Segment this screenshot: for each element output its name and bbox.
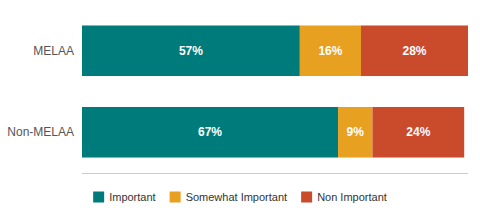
bar-segment: [82, 25, 300, 76]
bar-segment: [338, 107, 372, 158]
data-label: 9%: [347, 125, 365, 139]
legend-label: Important: [109, 191, 155, 203]
bar-segment: [361, 25, 468, 76]
data-label: 24%: [406, 125, 430, 139]
legend-swatch: [301, 192, 312, 203]
legend-item: Somewhat Important: [170, 191, 288, 203]
legend-swatch: [93, 192, 104, 203]
bar-segment: [372, 107, 464, 158]
data-label: 57%: [179, 44, 203, 58]
bar-segment: [300, 25, 361, 76]
legend: Important Somewhat Important Non Important: [93, 191, 387, 203]
chart-container: 57% 16% 28% 67% 9% 24% MELAA Non-MELAA Important…: [0, 0, 480, 213]
legend-label: Somewhat Important: [186, 191, 288, 203]
data-label: 16%: [318, 44, 342, 58]
y-tick-label: MELAA: [33, 44, 74, 58]
legend-label: Non Important: [317, 191, 387, 203]
legend-swatch: [170, 192, 181, 203]
bars: [82, 25, 468, 157]
chart: 57% 16% 28% 67% 9% 24% MELAA Non-MELAA Important…: [0, 0, 480, 213]
bar-segment: [82, 107, 338, 158]
legend-item: Important: [93, 191, 155, 203]
x-axis-line: [82, 173, 468, 174]
data-labels: 57% 16% 28% 67% 9% 24%: [179, 44, 431, 140]
data-label: 28%: [402, 44, 426, 58]
y-tick-label: Non-MELAA: [7, 125, 74, 139]
data-label: 67%: [198, 125, 222, 139]
legend-item: Non Important: [301, 191, 387, 203]
